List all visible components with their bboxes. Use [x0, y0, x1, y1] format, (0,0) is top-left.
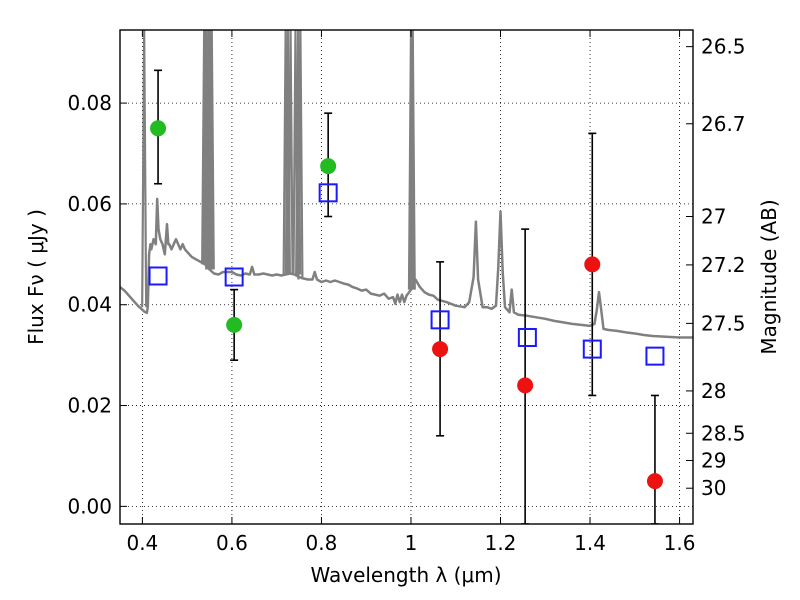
x-tick-label: 1.6 [664, 531, 696, 555]
x-axis-title: Wavelength λ (μm) [310, 563, 501, 587]
green-data-point [226, 316, 243, 333]
spectrum-emission-spike [297, 30, 304, 280]
spectrum-emission-spike [208, 30, 215, 270]
ticks: 0.4 0.6 0.8 1 1.2 1.4 1.6 0.00 0.02 0.04 0.06 0.08 2… [67, 30, 746, 555]
x-tick-label: 0.6 [216, 531, 248, 555]
y-axis-title: Flux Fν ( μJy ) [24, 209, 48, 345]
spectrum-line [120, 197, 693, 339]
y-tick-label: 0.04 [67, 293, 112, 317]
green-data-point [320, 158, 337, 175]
red-data-point [432, 341, 449, 358]
y2-tick-label: 30 [701, 476, 726, 500]
plot-area [120, 30, 693, 524]
y2-tick-label: 26.7 [701, 112, 746, 136]
y2-tick-label: 27.5 [701, 311, 746, 335]
y2-tick-label: 28 [701, 379, 726, 403]
model-square-point [645, 346, 665, 366]
y2-axis-title: Magnitude (AB) [757, 199, 781, 354]
x-tick-label: 0.8 [306, 531, 338, 555]
red-data-point [646, 473, 663, 490]
x-tick-label: 0.4 [126, 531, 158, 555]
spectrum-emission-spike [287, 30, 294, 275]
x-tick-label: 1.2 [485, 531, 517, 555]
y-tick-label: 0.06 [67, 192, 112, 216]
plot-frame [119, 29, 694, 525]
red-data-point [517, 377, 534, 394]
spectrum-emission-spike [141, 30, 148, 308]
y2-tick-label: 26.5 [701, 35, 746, 59]
model-square-point [517, 327, 537, 347]
green-data-point [150, 120, 167, 137]
y2-tick-label: 27 [701, 205, 726, 229]
y-tick-label: 0.00 [67, 494, 112, 518]
red-data-point [584, 256, 601, 273]
y2-tick-label: 27.2 [701, 253, 746, 277]
x-tick-label: 1 [405, 531, 418, 555]
y-tick-label: 0.02 [67, 394, 112, 418]
y-tick-label: 0.08 [67, 91, 112, 115]
y2-tick-label: 28.5 [701, 421, 746, 445]
model-square-point [430, 310, 450, 330]
model-square-point [224, 267, 244, 287]
model-square-point [148, 266, 168, 286]
spectrum-emission-spike [409, 30, 416, 290]
y2-tick-label: 29 [701, 448, 726, 472]
model-square-point [582, 339, 602, 359]
x-tick-label: 1.4 [574, 531, 606, 555]
model-square-point [318, 183, 338, 203]
